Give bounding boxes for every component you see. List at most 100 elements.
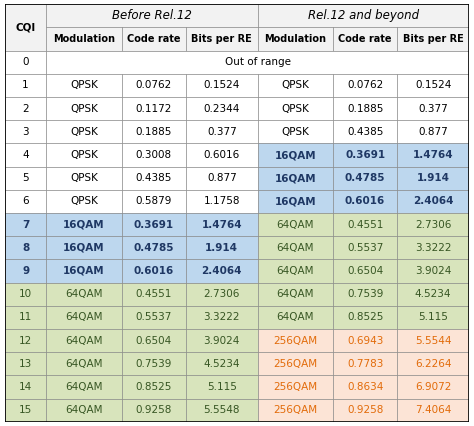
Text: 4.5234: 4.5234 bbox=[415, 289, 451, 299]
Bar bbox=[258, 352, 333, 375]
Text: 0.877: 0.877 bbox=[207, 173, 237, 183]
Text: QPSK: QPSK bbox=[70, 104, 98, 114]
Text: 64QAM: 64QAM bbox=[277, 289, 314, 299]
Bar bbox=[5, 352, 46, 375]
Bar bbox=[258, 190, 333, 213]
Text: 15: 15 bbox=[19, 405, 32, 415]
Text: Bits per RE: Bits per RE bbox=[403, 34, 464, 44]
Text: 0.3691: 0.3691 bbox=[345, 150, 385, 160]
Bar bbox=[122, 352, 186, 375]
Bar bbox=[46, 306, 122, 329]
Text: 6: 6 bbox=[22, 196, 29, 207]
Bar bbox=[186, 329, 258, 352]
Bar bbox=[258, 144, 333, 167]
Bar bbox=[186, 97, 258, 120]
Text: 1.914: 1.914 bbox=[417, 173, 450, 183]
Bar bbox=[5, 306, 46, 329]
Bar bbox=[122, 144, 186, 167]
Text: 64QAM: 64QAM bbox=[65, 289, 103, 299]
Bar bbox=[122, 27, 186, 51]
Bar bbox=[333, 329, 397, 352]
Text: 3.3222: 3.3222 bbox=[415, 243, 451, 253]
Text: 3.9024: 3.9024 bbox=[203, 336, 240, 345]
Text: QPSK: QPSK bbox=[70, 150, 98, 160]
Bar bbox=[333, 375, 397, 399]
Text: 7.4064: 7.4064 bbox=[415, 405, 451, 415]
Bar bbox=[46, 213, 122, 236]
Bar bbox=[186, 120, 258, 144]
Text: 0.6504: 0.6504 bbox=[347, 266, 383, 276]
Bar bbox=[397, 74, 469, 97]
Text: 0.5537: 0.5537 bbox=[347, 243, 383, 253]
Bar bbox=[186, 399, 258, 422]
Text: Bits per RE: Bits per RE bbox=[191, 34, 252, 44]
Bar bbox=[5, 190, 46, 213]
Text: 64QAM: 64QAM bbox=[65, 405, 103, 415]
Text: 2.4064: 2.4064 bbox=[413, 196, 454, 207]
Text: 256QAM: 256QAM bbox=[273, 359, 318, 369]
Bar bbox=[46, 329, 122, 352]
Bar bbox=[333, 120, 397, 144]
Bar bbox=[186, 190, 258, 213]
Bar bbox=[122, 213, 186, 236]
Bar bbox=[397, 167, 469, 190]
Text: 16QAM: 16QAM bbox=[63, 219, 105, 230]
Bar bbox=[46, 4, 258, 27]
Text: 0.377: 0.377 bbox=[207, 127, 237, 137]
Text: 14: 14 bbox=[19, 382, 32, 392]
Bar bbox=[122, 74, 186, 97]
Bar bbox=[258, 167, 333, 190]
Text: 0.377: 0.377 bbox=[418, 104, 448, 114]
Text: 2.4064: 2.4064 bbox=[201, 266, 242, 276]
Text: 0.4551: 0.4551 bbox=[136, 289, 172, 299]
Bar bbox=[122, 190, 186, 213]
Bar bbox=[5, 399, 46, 422]
Text: 3.3222: 3.3222 bbox=[203, 312, 240, 322]
Text: 64QAM: 64QAM bbox=[65, 382, 103, 392]
Text: 0.3008: 0.3008 bbox=[136, 150, 172, 160]
Bar bbox=[186, 236, 258, 259]
Bar bbox=[258, 120, 333, 144]
Bar bbox=[397, 144, 469, 167]
Bar bbox=[258, 236, 333, 259]
Text: 0.877: 0.877 bbox=[418, 127, 448, 137]
Text: 256QAM: 256QAM bbox=[273, 382, 318, 392]
Bar bbox=[46, 259, 122, 282]
Text: 64QAM: 64QAM bbox=[65, 359, 103, 369]
Text: QPSK: QPSK bbox=[282, 104, 310, 114]
Text: 0.6016: 0.6016 bbox=[134, 266, 174, 276]
Text: 0.6016: 0.6016 bbox=[345, 196, 385, 207]
Text: 2.7306: 2.7306 bbox=[415, 219, 451, 230]
Bar bbox=[333, 282, 397, 306]
Bar bbox=[5, 282, 46, 306]
Text: 16QAM: 16QAM bbox=[274, 173, 316, 183]
Text: 0.7539: 0.7539 bbox=[347, 289, 383, 299]
Bar bbox=[122, 399, 186, 422]
Text: 0.5879: 0.5879 bbox=[136, 196, 172, 207]
Text: 0.5537: 0.5537 bbox=[136, 312, 172, 322]
Text: 1.4764: 1.4764 bbox=[201, 219, 242, 230]
Bar bbox=[186, 144, 258, 167]
Bar bbox=[397, 352, 469, 375]
Text: 0: 0 bbox=[22, 57, 29, 67]
Bar bbox=[5, 97, 46, 120]
Text: 64QAM: 64QAM bbox=[65, 312, 103, 322]
Text: 0.9258: 0.9258 bbox=[347, 405, 383, 415]
Bar bbox=[186, 27, 258, 51]
Bar bbox=[5, 236, 46, 259]
Bar bbox=[5, 329, 46, 352]
Bar bbox=[186, 375, 258, 399]
Text: 5: 5 bbox=[22, 173, 29, 183]
Text: 0.1524: 0.1524 bbox=[415, 81, 451, 90]
Bar bbox=[122, 329, 186, 352]
Text: 0.1172: 0.1172 bbox=[136, 104, 172, 114]
Text: Modulation: Modulation bbox=[264, 34, 327, 44]
Bar bbox=[5, 167, 46, 190]
Text: 16QAM: 16QAM bbox=[63, 243, 105, 253]
Text: 0.1524: 0.1524 bbox=[203, 81, 240, 90]
Bar bbox=[258, 282, 333, 306]
Text: 1.1758: 1.1758 bbox=[203, 196, 240, 207]
Bar bbox=[122, 375, 186, 399]
Text: 64QAM: 64QAM bbox=[277, 312, 314, 322]
Bar bbox=[333, 352, 397, 375]
